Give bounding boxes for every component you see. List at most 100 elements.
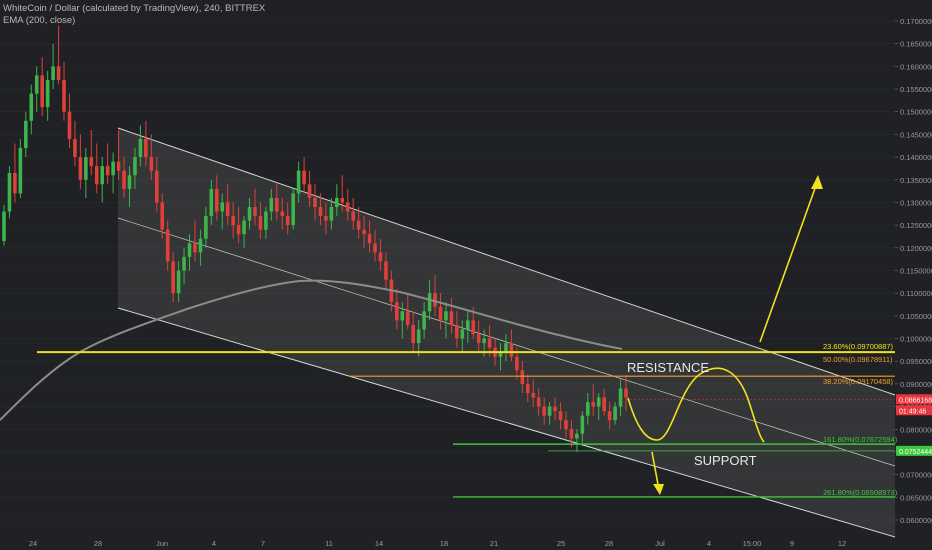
- candle-body: [269, 197, 274, 212]
- candle-body: [596, 397, 601, 407]
- candle-body: [329, 206, 334, 221]
- candle-body: [242, 220, 246, 235]
- price-tick-label: 0.10500000: [900, 312, 932, 321]
- candle-body: [624, 388, 628, 398]
- breakout-arrowhead: [811, 175, 823, 189]
- resistance-label: RESISTANCE: [627, 360, 709, 375]
- candle-body: [105, 166, 110, 176]
- fib-levels: 23.60%(0.09700887) 50.00%(0.09678911) 38.2…: [37, 342, 898, 498]
- price-tick-label: 0.09000000: [900, 380, 932, 389]
- price-tick-label: 0.17000000: [900, 17, 932, 26]
- candle-body: [89, 157, 94, 167]
- time-tick-label: Jul: [655, 539, 665, 548]
- candle-body: [400, 311, 405, 321]
- time-tick-label: Jun: [156, 539, 168, 548]
- candle-body: [553, 406, 557, 412]
- candle-body: [515, 356, 519, 371]
- time-tick-label: 7: [261, 539, 265, 548]
- candle-body: [275, 197, 279, 212]
- candle-body: [302, 170, 306, 185]
- channel-upper-line: [117, 127, 896, 396]
- fib-level-label: 50.00%(0.09678911): [823, 355, 893, 364]
- price-tick-label: 0.08000000: [900, 425, 932, 434]
- candle-body: [324, 216, 328, 221]
- candle-body: [29, 93, 34, 121]
- candle-body: [225, 202, 230, 217]
- price-tag-box: [896, 445, 932, 456]
- chart-title: WhiteCoin / Dollar (calculated by Tradin…: [3, 3, 266, 14]
- time-tick-label: 28: [605, 539, 613, 548]
- candle-body: [487, 338, 492, 348]
- candle-body: [187, 243, 192, 257]
- candle-body: [122, 170, 126, 189]
- candle-body: [362, 229, 366, 235]
- fib-level-label: 23.60%(0.09700887): [823, 342, 894, 351]
- candle-body: [335, 197, 339, 207]
- candle-body: [422, 311, 426, 330]
- candle-body: [498, 352, 503, 357]
- candle-body: [460, 329, 465, 339]
- candle-body: [231, 216, 235, 226]
- price-tick-label: 0.12500000: [900, 221, 932, 230]
- price-tags: 0.08661682 01:49:46 0.07524440: [896, 394, 932, 456]
- price-tick-label: 0.13500000: [900, 176, 932, 185]
- channel-lower-line: [117, 307, 896, 538]
- candle-body: [455, 324, 459, 339]
- candle-body: [427, 293, 432, 312]
- candle-body: [171, 261, 175, 294]
- candle-body: [602, 397, 606, 412]
- candle-body: [444, 311, 448, 321]
- price-tag-box: [896, 394, 932, 405]
- price-tick-label: 0.13000000: [900, 198, 932, 207]
- candle-body: [220, 202, 225, 212]
- candle-body: [18, 148, 23, 194]
- candle-body: [586, 402, 590, 416]
- candle-body: [378, 252, 383, 262]
- indicator-label: EMA (200, close): [3, 15, 76, 26]
- candle-body: [84, 157, 88, 180]
- candle-body: [607, 411, 612, 421]
- fib-level-label: 261.80%(0.06508973): [823, 488, 898, 497]
- candle-body: [405, 311, 410, 325]
- candle-body: [345, 202, 350, 212]
- candle-body: [45, 79, 50, 108]
- candle-body: [558, 411, 563, 421]
- candle-body: [280, 211, 285, 217]
- candle-body: [476, 334, 481, 344]
- candle-body: [7, 172, 12, 212]
- candle-body: [542, 406, 546, 416]
- candle-body: [613, 406, 617, 421]
- time-tick-label: 28: [94, 539, 102, 548]
- candle-body: [509, 343, 514, 357]
- candle-body: [144, 138, 148, 158]
- candle-body: [520, 370, 525, 384]
- candle-body: [438, 306, 443, 321]
- channel-mid-line: [117, 217, 896, 467]
- candle-body: [313, 197, 317, 207]
- bounce-scenario-path: [627, 367, 765, 443]
- candle-body: [127, 175, 132, 189]
- candle-body: [73, 138, 77, 158]
- candle-body: [591, 402, 596, 407]
- candle-body: [340, 197, 345, 203]
- price-tick-label: 0.16500000: [900, 40, 932, 49]
- candle-body: [67, 111, 72, 139]
- candle-body: [258, 216, 263, 230]
- candle-body: [34, 75, 39, 94]
- price-tick-label: 0.10000000: [900, 335, 932, 344]
- candle-body: [247, 206, 252, 221]
- candle-body: [40, 75, 44, 108]
- candle-body: [78, 157, 83, 180]
- fib-level-label: 161.80%(0.07672594): [823, 435, 898, 444]
- support-label: SUPPORT: [694, 453, 757, 468]
- candle-body: [51, 66, 55, 80]
- candle-body: [531, 392, 536, 398]
- breakdown-scenario-path: [651, 451, 660, 491]
- candle-body: [198, 238, 203, 253]
- candlestick-series: [2, 25, 628, 452]
- candle-body: [465, 320, 470, 330]
- candle-body: [100, 166, 105, 185]
- candle-body: [618, 388, 623, 407]
- candle-body: [154, 170, 159, 203]
